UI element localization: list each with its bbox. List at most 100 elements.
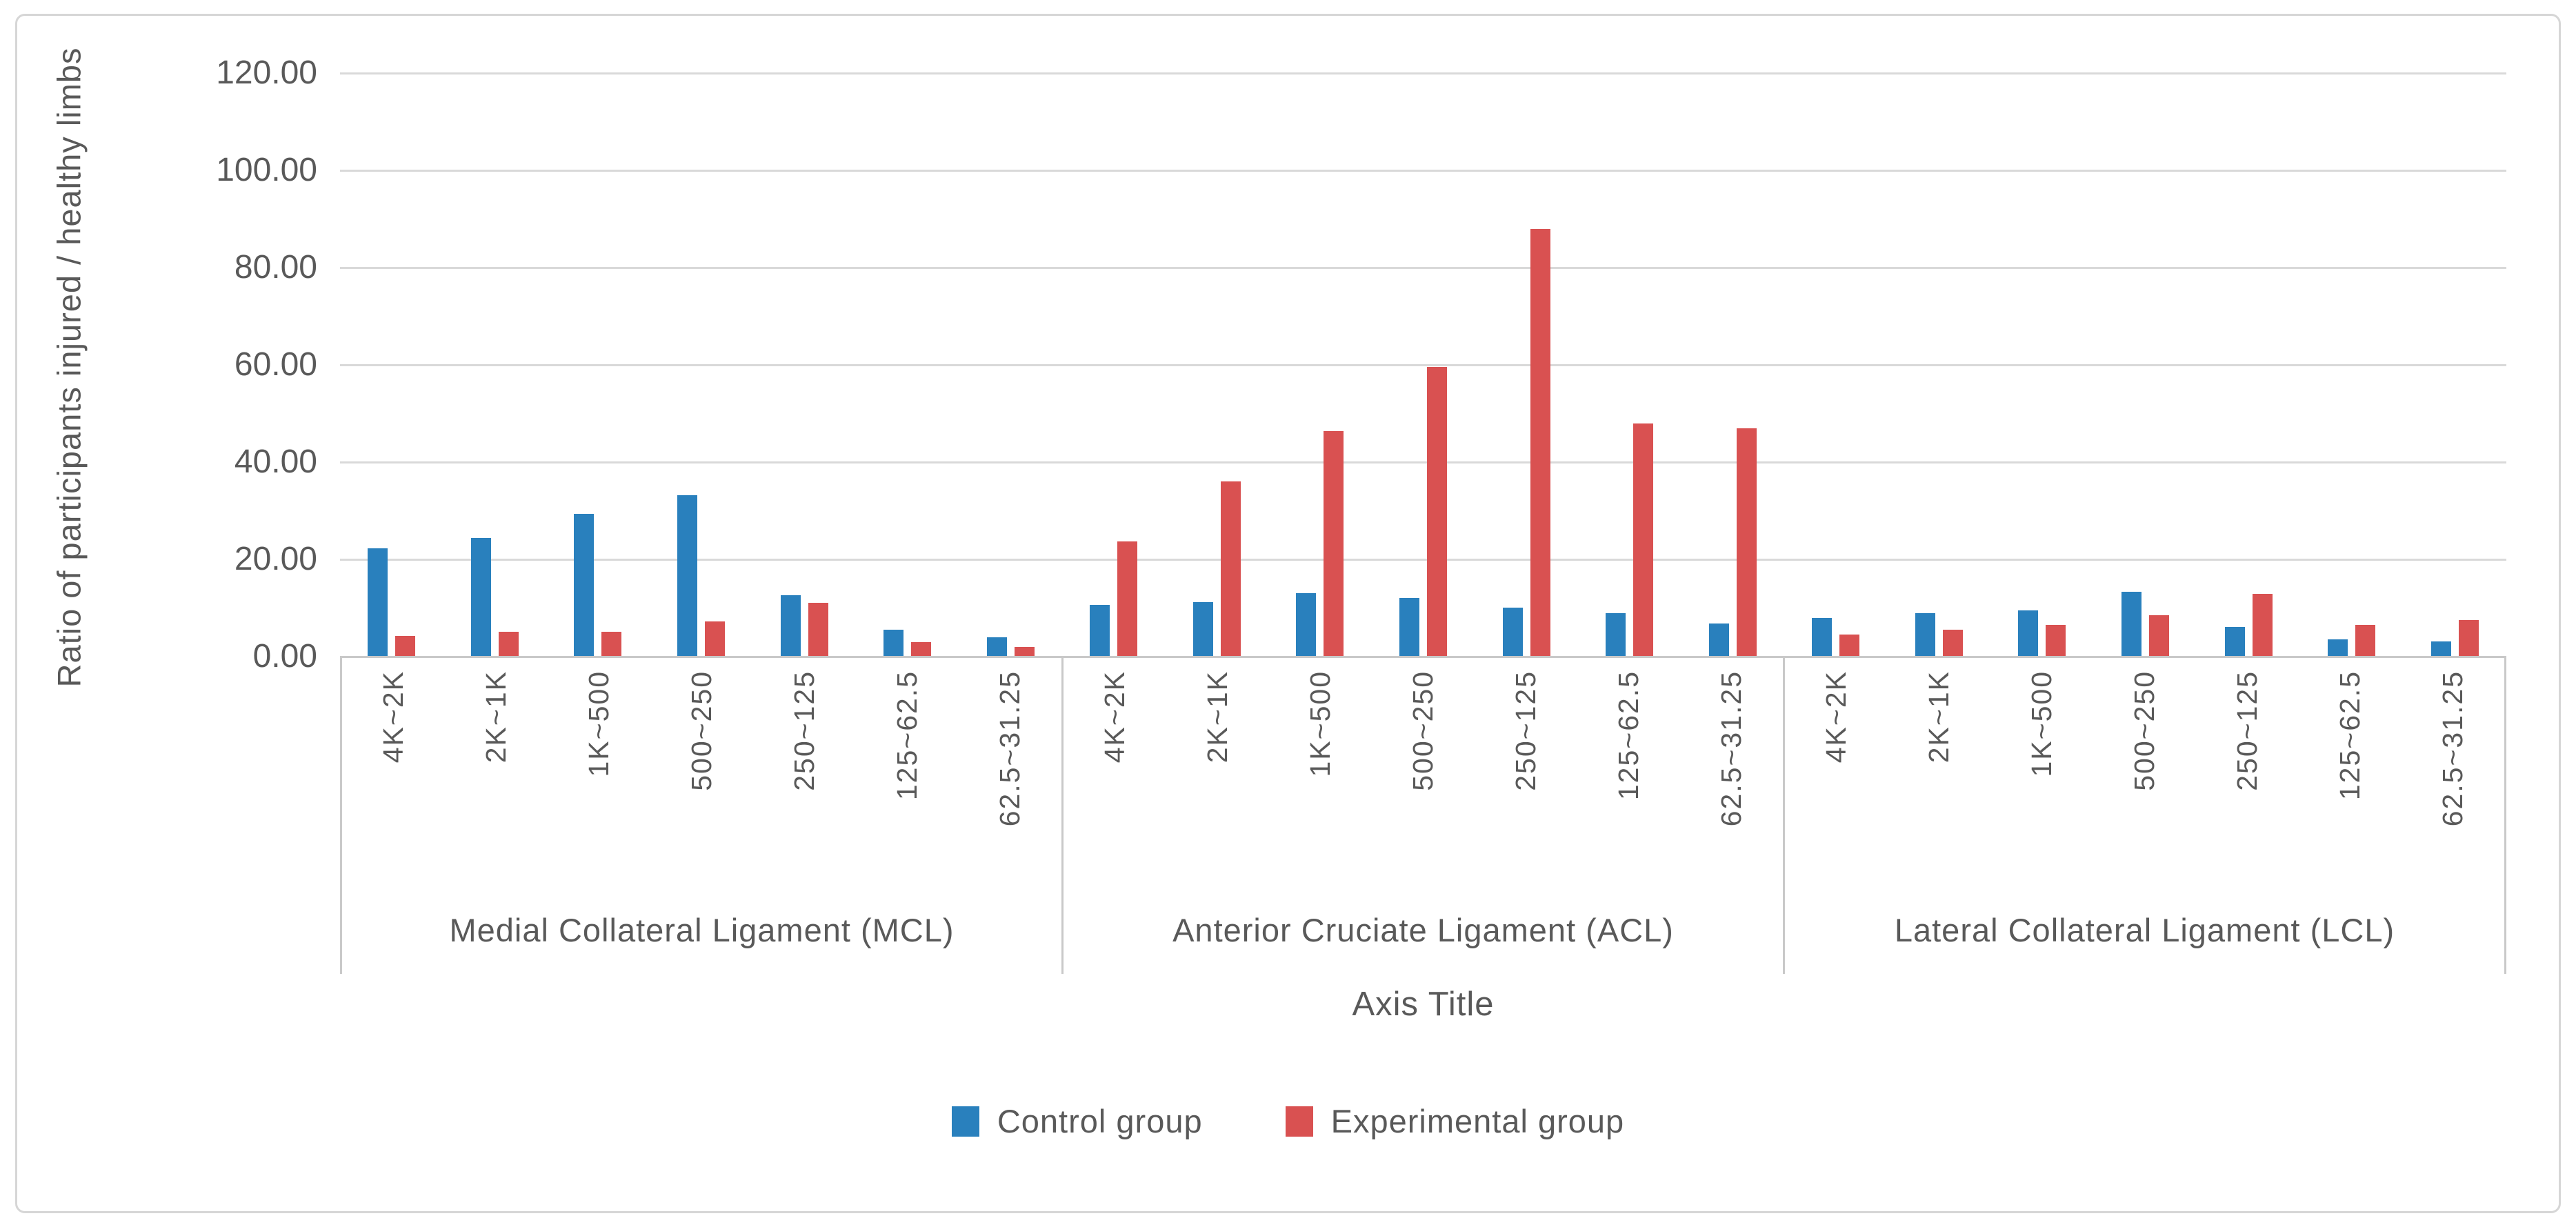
category-cell: 125~62.5 (2299, 658, 2402, 886)
category-cell: 500~250 (650, 658, 753, 886)
bar-group (340, 73, 1062, 657)
category-cell: 125~62.5 (856, 658, 959, 886)
bar-control-group (574, 514, 595, 657)
bar-cluster (340, 73, 443, 657)
bar-experimental-group (1427, 367, 1448, 657)
bar-cluster (546, 73, 650, 657)
category-label: 500~250 (686, 670, 717, 791)
y-tick-label: 120.00 (216, 54, 317, 91)
bar-control-group (883, 630, 904, 657)
bar-control-group (986, 637, 1007, 657)
bar-experimental-group (2252, 594, 2273, 657)
bar-cluster (2094, 73, 2197, 657)
category-cell: 1K~500 (1990, 658, 2093, 886)
axis-group: 4K~2K 2K~1K 1K~500 500~250 250~125 125~62.5 62… (1061, 658, 1783, 974)
bar-control-group (780, 595, 801, 657)
bar-control-group (470, 538, 491, 657)
y-tick-label: 0.00 (252, 638, 317, 675)
category-label: 125~62.5 (1613, 670, 1644, 801)
y-tick-label: 20.00 (234, 541, 317, 577)
category-label: 250~125 (788, 670, 820, 791)
group-label: Medial Collateral Ligament (MCL) (449, 911, 955, 948)
bar-control-group (2018, 610, 2039, 657)
gridline (340, 364, 2506, 366)
bar-cluster (2197, 73, 2300, 657)
category-cell: 62.5~31.25 (2402, 658, 2504, 886)
bar-experimental-group (808, 603, 828, 657)
category-label: 125~62.5 (2334, 670, 2366, 801)
bar-cluster (443, 73, 547, 657)
bar-cluster (1475, 73, 1578, 657)
category-label: 500~250 (2128, 670, 2160, 791)
bar-experimental-group (1736, 428, 1757, 657)
bar-cluster (959, 73, 1062, 657)
bar-control-group (2328, 639, 2348, 657)
group-label: Lateral Collateral Ligament (LCL) (1894, 911, 2395, 948)
gridline (340, 72, 2506, 74)
category-label: 62.5~31.25 (2437, 670, 2468, 827)
bar-experimental-group (1324, 431, 1344, 657)
category-cell: 4K~2K (1785, 658, 1888, 886)
category-label: 62.5~31.25 (1715, 670, 1747, 827)
y-tick-label: 60.00 (234, 346, 317, 383)
gridline (340, 461, 2506, 463)
gridline (340, 267, 2506, 269)
axis-group: 4K~2K 2K~1K 1K~500 500~250 250~125 125~62.5 62… (1783, 658, 2506, 974)
bar-experimental-group (705, 621, 726, 657)
category-cell: 4K~2K (342, 658, 445, 886)
bar-cluster (856, 73, 959, 657)
category-cell: 500~250 (2093, 658, 2196, 886)
category-label: 4K~2K (377, 670, 409, 764)
category-label: 2K~1K (1923, 670, 1955, 764)
category-label: 2K~1K (1201, 670, 1233, 764)
category-label: 250~125 (2231, 670, 2263, 791)
bar-control-group (1708, 624, 1729, 657)
bar-cluster (650, 73, 753, 657)
bar-control-group (1192, 602, 1213, 657)
category-label: 500~250 (1407, 670, 1439, 791)
category-label: 4K~2K (1820, 670, 1852, 764)
bar-cluster (1372, 73, 1475, 657)
category-labels: 4K~2K 2K~1K 1K~500 500~250 250~125 125~62.5 62… (1785, 658, 2504, 886)
category-cell: 125~62.5 (1577, 658, 1680, 886)
gridline (340, 559, 2506, 561)
bar-control-group (2430, 641, 2451, 657)
category-label: 1K~500 (583, 670, 615, 777)
bar-control-group (1502, 608, 1523, 657)
bar-experimental-group (1839, 635, 1860, 657)
bar-cluster (1888, 73, 1991, 657)
category-label: 1K~500 (2026, 670, 2057, 777)
category-labels: 4K~2K 2K~1K 1K~500 500~250 250~125 125~62.5 62… (342, 658, 1061, 886)
category-cell: 2K~1K (1888, 658, 1990, 886)
bar-cluster (1784, 73, 1888, 657)
bar-experimental-group (498, 632, 519, 657)
category-cell: 250~125 (1475, 658, 1577, 886)
category-cell: 1K~500 (1269, 658, 1372, 886)
bar-control-group (677, 495, 698, 657)
axis-group: 4K~2K 2K~1K 1K~500 500~250 250~125 125~62.5 62… (340, 658, 1061, 974)
bar-experimental-group (2149, 615, 2170, 657)
bar-control-group (1399, 598, 1420, 657)
bar-control-group (1090, 605, 1110, 657)
bar-cluster (1681, 73, 1784, 657)
gridline (340, 170, 2506, 172)
bar-control-group (1915, 613, 1935, 657)
bar-cluster (1578, 73, 1681, 657)
category-cell: 2K~1K (445, 658, 548, 886)
legend-swatch (1285, 1106, 1313, 1137)
bar-control-group (1606, 613, 1626, 657)
legend-label: Experimental group (1330, 1103, 1625, 1139)
bar-cluster (1062, 73, 1166, 657)
y-tick-label: 100.00 (216, 152, 317, 188)
bar-cluster (1990, 73, 2094, 657)
bar-cluster (752, 73, 856, 657)
bar-experimental-group (1633, 423, 1654, 657)
bar-control-group (1812, 618, 1833, 657)
category-label: 4K~2K (1099, 670, 1130, 764)
group-label: Anterior Cruciate Ligament (ACL) (1172, 911, 1674, 948)
bar-experimental-group (1117, 541, 1138, 657)
legend: Control group Experimental group (0, 1102, 2576, 1140)
bar-experimental-group (2458, 620, 2479, 657)
bar-experimental-group (1942, 630, 1963, 657)
